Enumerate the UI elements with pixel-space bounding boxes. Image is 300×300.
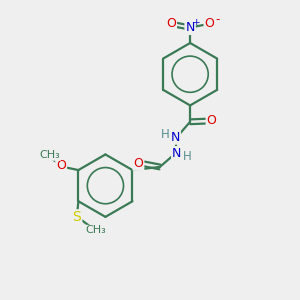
Text: N: N xyxy=(171,131,180,144)
Text: S: S xyxy=(73,210,81,224)
Text: N: N xyxy=(172,147,182,160)
Text: N: N xyxy=(185,21,195,34)
Text: H: H xyxy=(183,150,191,163)
Text: O: O xyxy=(207,114,217,127)
Text: O: O xyxy=(56,159,66,172)
Text: -: - xyxy=(215,13,220,26)
Text: O: O xyxy=(166,17,176,31)
Text: CH₃: CH₃ xyxy=(40,150,61,160)
Text: +: + xyxy=(192,18,200,27)
Text: O: O xyxy=(205,17,214,31)
Text: CH₃: CH₃ xyxy=(85,225,106,236)
Text: H: H xyxy=(161,128,170,141)
Text: O: O xyxy=(134,157,143,170)
